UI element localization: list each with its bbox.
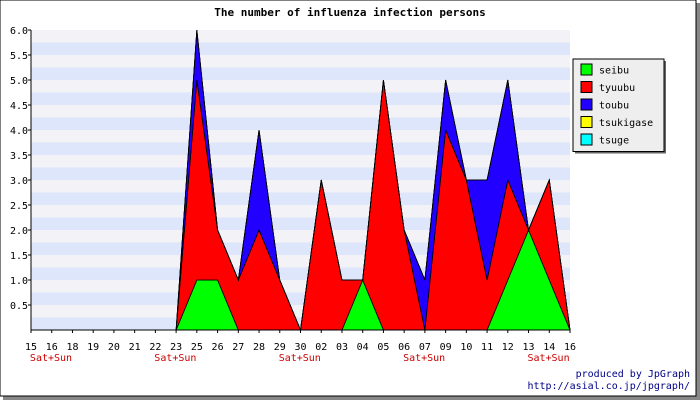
grid-band bbox=[31, 30, 570, 43]
weekend-label: Sat+Sun bbox=[154, 353, 196, 364]
y-tick-label: 3.5 bbox=[10, 151, 28, 162]
x-tick-label: 29 bbox=[274, 342, 286, 353]
x-tick-label: 09 bbox=[440, 342, 452, 353]
legend-swatch-seibu bbox=[580, 63, 593, 76]
x-tick-label: 28 bbox=[253, 342, 265, 353]
y-tick-label: 5.0 bbox=[10, 76, 28, 87]
weekend-label: Sat+Sun bbox=[403, 353, 445, 364]
y-tick-label: 4.0 bbox=[10, 126, 28, 137]
x-tick-label: 22 bbox=[149, 342, 161, 353]
weekend-label: Sat+Sun bbox=[527, 353, 569, 364]
grid-band bbox=[31, 105, 570, 118]
grid-band bbox=[31, 92, 570, 105]
footer-produced-by: produced by JpGraph bbox=[576, 369, 690, 380]
legend-swatch-tyuubu bbox=[580, 81, 593, 93]
x-tick-label: 19 bbox=[87, 342, 99, 353]
x-tick-label: 14 bbox=[543, 342, 555, 353]
x-tick-label: 07 bbox=[419, 342, 431, 353]
x-tick-label: 13 bbox=[523, 342, 535, 353]
x-tick-label: 30 bbox=[294, 342, 306, 353]
x-tick-label: 12 bbox=[502, 342, 514, 353]
legend-label-toubu: toubu bbox=[599, 101, 629, 112]
x-tick-label: 16 bbox=[564, 342, 576, 353]
grid-band bbox=[31, 130, 570, 143]
x-tick-label: 11 bbox=[481, 342, 493, 353]
x-tick-label: 02 bbox=[315, 342, 327, 353]
footer-url: http://asial.co.jp/jpgraph/ bbox=[527, 381, 690, 392]
legend-label-tyuubu: tyuubu bbox=[599, 83, 635, 94]
x-tick-label: 23 bbox=[170, 342, 182, 353]
x-tick-label: 06 bbox=[398, 342, 410, 353]
x-tick-label: 16 bbox=[46, 342, 58, 353]
grid-band bbox=[31, 42, 570, 55]
weekend-label: Sat+Sun bbox=[30, 353, 72, 364]
legend-label-tsukigase: tsukigase bbox=[599, 118, 653, 129]
y-tick-label: 2.0 bbox=[10, 226, 28, 237]
x-tick-label: 04 bbox=[357, 342, 369, 353]
y-tick-label: 6.0 bbox=[10, 26, 28, 37]
x-tick-label: 15 bbox=[25, 342, 37, 353]
grid-band bbox=[31, 67, 570, 80]
y-tick-label: 0.5 bbox=[10, 301, 28, 312]
grid-band bbox=[31, 142, 570, 155]
x-tick-label: 25 bbox=[191, 342, 203, 353]
y-tick-label: 1.0 bbox=[10, 276, 28, 287]
grid-band bbox=[31, 117, 570, 130]
x-tick-label: 26 bbox=[212, 342, 224, 353]
y-tick-label: 4.5 bbox=[10, 101, 28, 112]
grid-band bbox=[31, 80, 570, 93]
x-tick-label: 21 bbox=[129, 342, 141, 353]
x-tick-label: 27 bbox=[232, 342, 244, 353]
y-tick-label: 5.5 bbox=[10, 51, 28, 62]
legend-swatch-tsukigase bbox=[580, 116, 593, 128]
x-tick-label: 18 bbox=[66, 342, 78, 353]
legend-swatch-toubu bbox=[580, 98, 593, 111]
y-tick-label: 1.5 bbox=[10, 251, 28, 262]
y-tick-label: 2.5 bbox=[10, 201, 28, 212]
legend-swatch-tsuge bbox=[580, 133, 593, 146]
legend-label-tsuge: tsuge bbox=[599, 136, 629, 147]
x-tick-label: 05 bbox=[377, 342, 389, 353]
y-tick-label: 3.0 bbox=[10, 176, 28, 187]
legend-label-seibu: seibu bbox=[599, 66, 629, 77]
x-tick-label: 10 bbox=[460, 342, 472, 353]
x-tick-label: 03 bbox=[336, 342, 348, 353]
grid-band bbox=[31, 55, 570, 68]
weekend-label: Sat+Sun bbox=[279, 353, 321, 364]
grid-band bbox=[31, 155, 570, 168]
chart-title: The number of influenza infection person… bbox=[214, 6, 486, 19]
x-tick-label: 20 bbox=[108, 342, 120, 353]
